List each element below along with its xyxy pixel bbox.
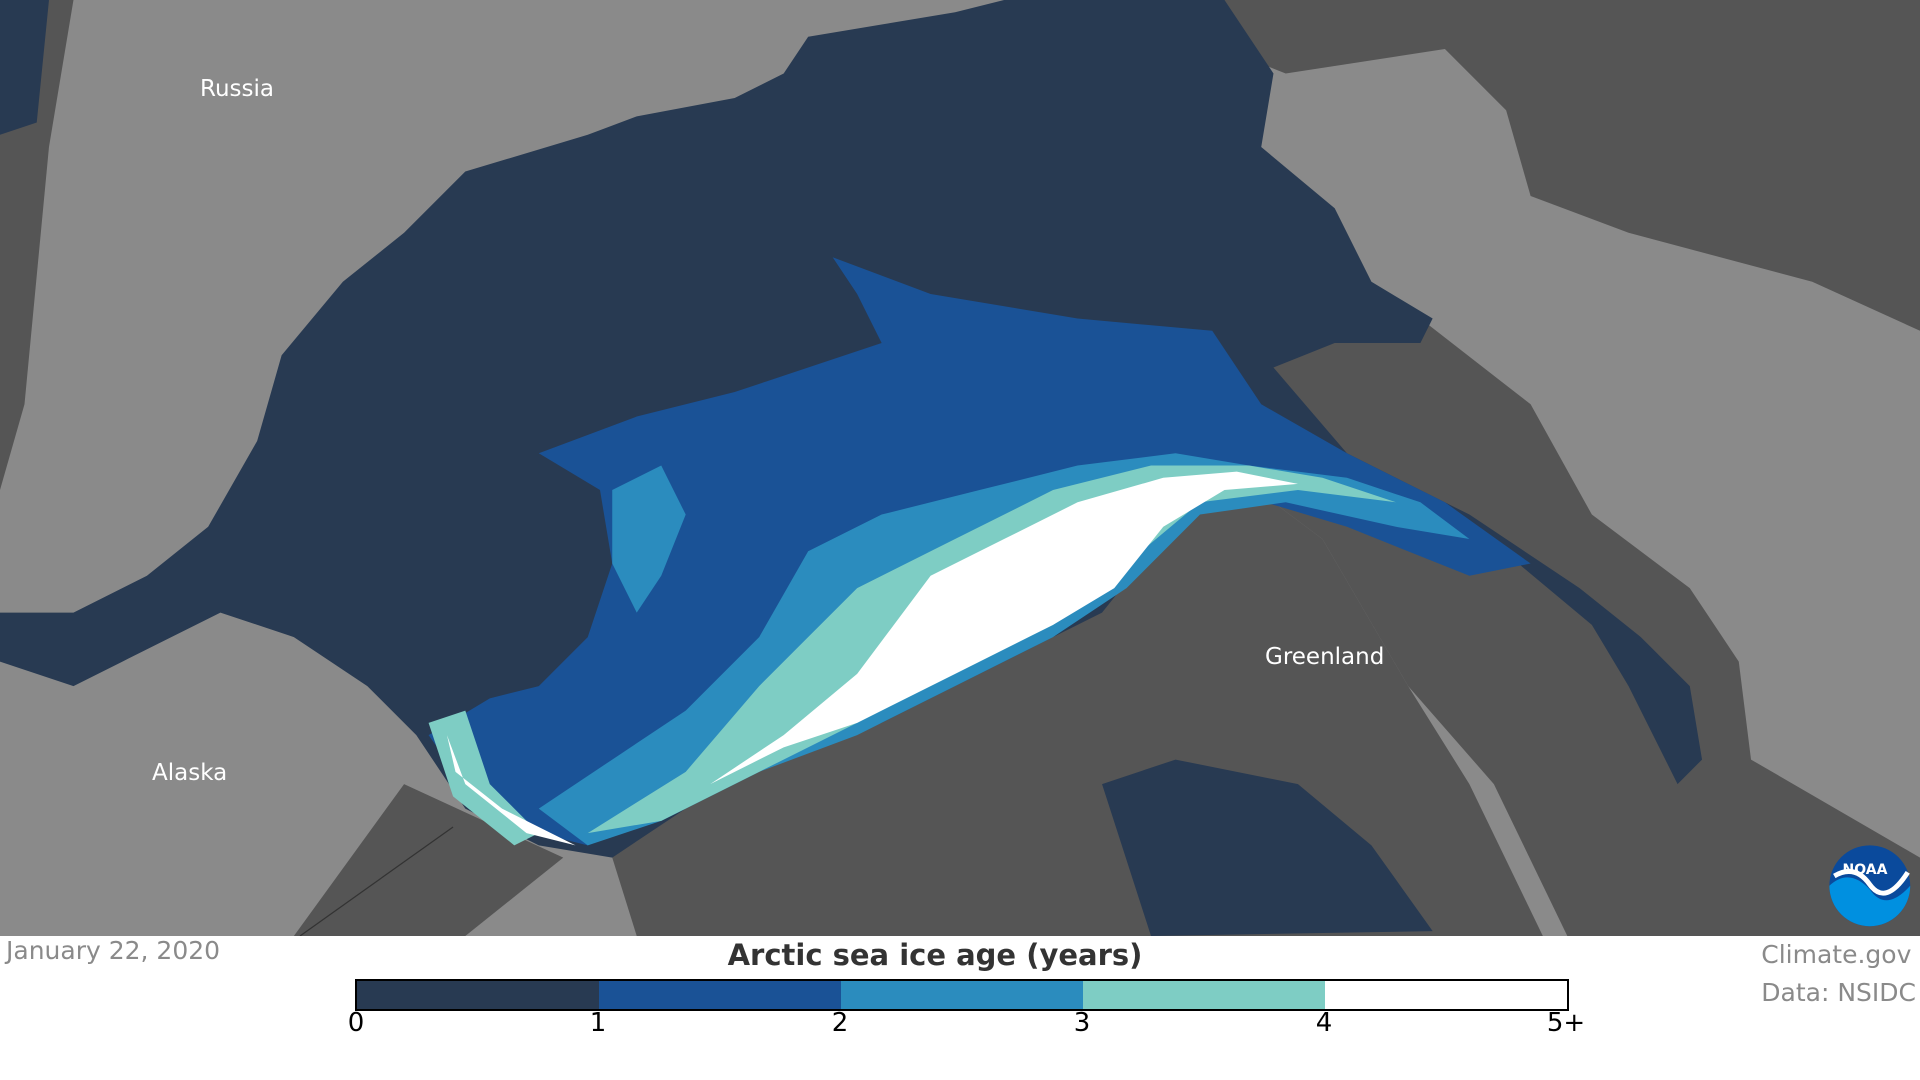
noaa-logo-text: NOAA [1842,862,1888,878]
credit-source: Data: NSIDC [1761,978,1916,1007]
legend-tick: 0 [347,1008,365,1038]
open-ocean-atlantic [1224,0,1920,936]
legend-bin-3-4 [1083,981,1325,1009]
legend-tick: 4 [1315,1008,1333,1038]
legend-bin-1-2 [599,981,841,1009]
legend-tick: 5+ [1546,1008,1586,1038]
ice-age-4-plus [446,471,1298,846]
legend-bin-0-1 [357,981,599,1009]
legend-tick: 1 [589,1008,607,1038]
label-alaska: Alaska [152,760,228,786]
legend-tick: 3 [1073,1008,1091,1038]
noaa-logo-icon [1829,845,1911,927]
boundary-line [299,826,454,936]
label-greenland: Greenland [1265,644,1385,670]
sea-ice-age-map [0,0,1920,936]
legend-bin-2-3 [841,981,1083,1009]
label-russia: Russia [200,76,274,102]
date-label: January 22, 2020 [6,936,221,965]
credit-site: Climate.gov [1761,940,1912,969]
open-ocean-coast [0,0,564,936]
legend-bin-4-5 [1325,981,1567,1009]
legend-tick: 2 [831,1008,849,1038]
credits: Climate.gov Data: NSIDC [1761,936,1916,1012]
legend-colorbar [355,979,1569,1011]
legend-title: Arctic sea ice age (years) [727,938,1143,972]
